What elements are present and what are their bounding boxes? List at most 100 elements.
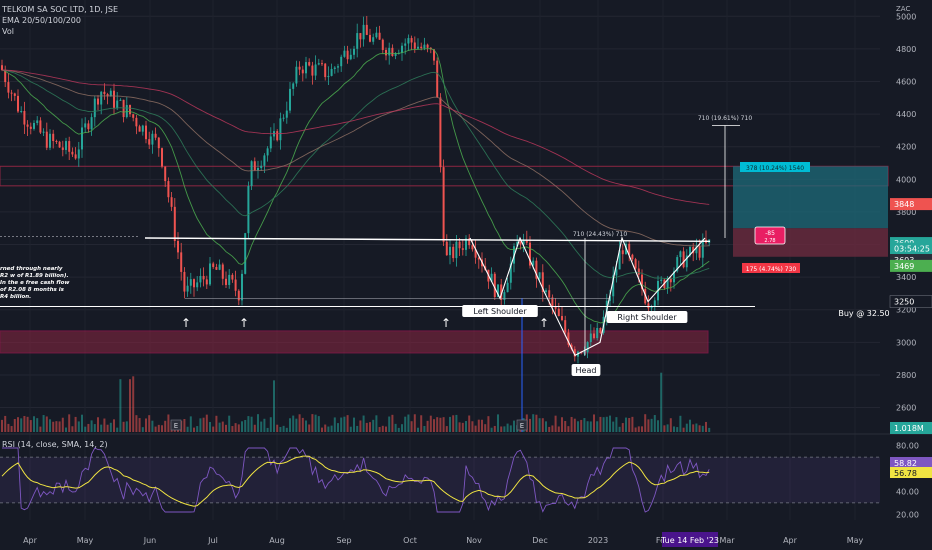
volume-bar	[596, 421, 599, 432]
volume-bar	[266, 427, 269, 432]
x-tick-label: Nov	[466, 536, 482, 545]
volume-bar	[23, 416, 26, 432]
symbol-title: TELKOM SA SOC LTD, 1D, JSE	[2, 5, 119, 14]
volume-bar	[157, 424, 160, 432]
volume-bar	[481, 419, 483, 432]
candle-body	[445, 241, 448, 256]
volume-bar	[490, 427, 493, 432]
candle-body	[660, 279, 663, 282]
price-label: 3848	[894, 200, 914, 209]
volume-bar	[545, 421, 547, 432]
candle-body	[557, 308, 560, 317]
candle-body	[522, 239, 525, 245]
volume-bar	[535, 414, 538, 432]
x-tick-label: 2023	[588, 536, 608, 545]
volume-bar	[442, 417, 445, 432]
candle-body	[257, 168, 259, 171]
volume-bar	[487, 416, 490, 432]
candle-body	[516, 241, 519, 247]
candle-body	[129, 105, 131, 115]
candle-body	[417, 46, 419, 49]
candle-body	[503, 292, 506, 300]
volume-bar	[452, 415, 455, 432]
candle-body	[628, 243, 631, 255]
volume-bar	[369, 422, 371, 432]
candle-body	[669, 278, 672, 283]
volume-bar	[673, 426, 675, 432]
candle-body	[634, 259, 637, 269]
volume-bar	[103, 418, 106, 432]
candle-body	[241, 273, 243, 301]
candle-body	[353, 48, 355, 55]
annotation-note: rned through nearly R2 w of R1.89 billio…	[0, 266, 70, 300]
volume-bar	[698, 425, 701, 432]
volume-bar	[605, 416, 608, 432]
volume-bar	[349, 426, 352, 432]
volume-bar	[666, 424, 669, 432]
candle-body	[186, 285, 189, 292]
candle-body	[561, 316, 563, 321]
candle-body	[369, 34, 371, 42]
volume-bar	[394, 423, 397, 432]
candle-body	[170, 197, 173, 207]
candle-body	[394, 53, 397, 56]
volume-bar	[644, 414, 647, 432]
volume-bar	[33, 416, 35, 432]
candle-body	[109, 90, 112, 97]
candle-body	[458, 241, 461, 249]
candle-body	[74, 154, 77, 159]
volume-bar	[375, 415, 378, 432]
volume-bar	[401, 424, 403, 432]
volume-bar	[4, 415, 7, 432]
candle-body	[461, 248, 464, 250]
volume-bar	[61, 417, 64, 432]
volume-bar	[602, 417, 605, 432]
candle-body	[442, 167, 445, 242]
volume-bar	[260, 421, 263, 432]
candle-body	[215, 266, 218, 270]
volume-bar	[676, 427, 679, 432]
volume-bar	[241, 421, 243, 432]
rsi-value-bg	[890, 457, 932, 468]
left-shoulder-label-bg	[462, 305, 538, 317]
candle-body	[673, 271, 675, 283]
candle-body	[327, 75, 330, 78]
candle-body	[423, 44, 426, 49]
rsi-tick-label: 40.00	[896, 487, 919, 496]
candle-body	[493, 273, 496, 298]
volume-bar	[276, 424, 279, 432]
volume-bar	[439, 417, 442, 432]
candle-body	[61, 147, 64, 150]
candle-body	[266, 148, 269, 156]
entry-box-bg	[754, 226, 786, 245]
candle-body	[653, 300, 656, 307]
candle-body	[388, 47, 391, 56]
volume-bar	[615, 417, 618, 432]
candle-body	[148, 139, 151, 145]
candle-body	[65, 141, 67, 150]
candle-body	[305, 62, 307, 74]
target-box-bg	[740, 162, 810, 172]
earnings-marker-bg	[170, 419, 182, 431]
crosshair-date-label: Tue 14 Feb '23	[660, 536, 719, 545]
target-box-label: 378 (10.24%) 1540	[746, 165, 804, 172]
candle-body	[173, 206, 176, 242]
candle-body	[49, 133, 51, 148]
ema-200-line	[1, 69, 710, 205]
candle-body	[231, 274, 234, 280]
buy-label: Buy @ 32.50	[838, 309, 889, 318]
y-tick-label: 4000	[896, 175, 916, 184]
candle-body	[439, 97, 442, 168]
rsi-value-bg	[890, 467, 932, 478]
volume-bar	[477, 419, 480, 432]
volume-bar	[381, 425, 384, 432]
candle-body	[17, 95, 19, 112]
volume-bar	[49, 419, 51, 432]
candle-body	[346, 50, 349, 60]
volume-bar	[212, 426, 215, 432]
candle-body	[548, 290, 551, 298]
candle-body	[225, 278, 227, 285]
volume-bar	[653, 415, 656, 432]
volume-bar	[420, 415, 423, 432]
